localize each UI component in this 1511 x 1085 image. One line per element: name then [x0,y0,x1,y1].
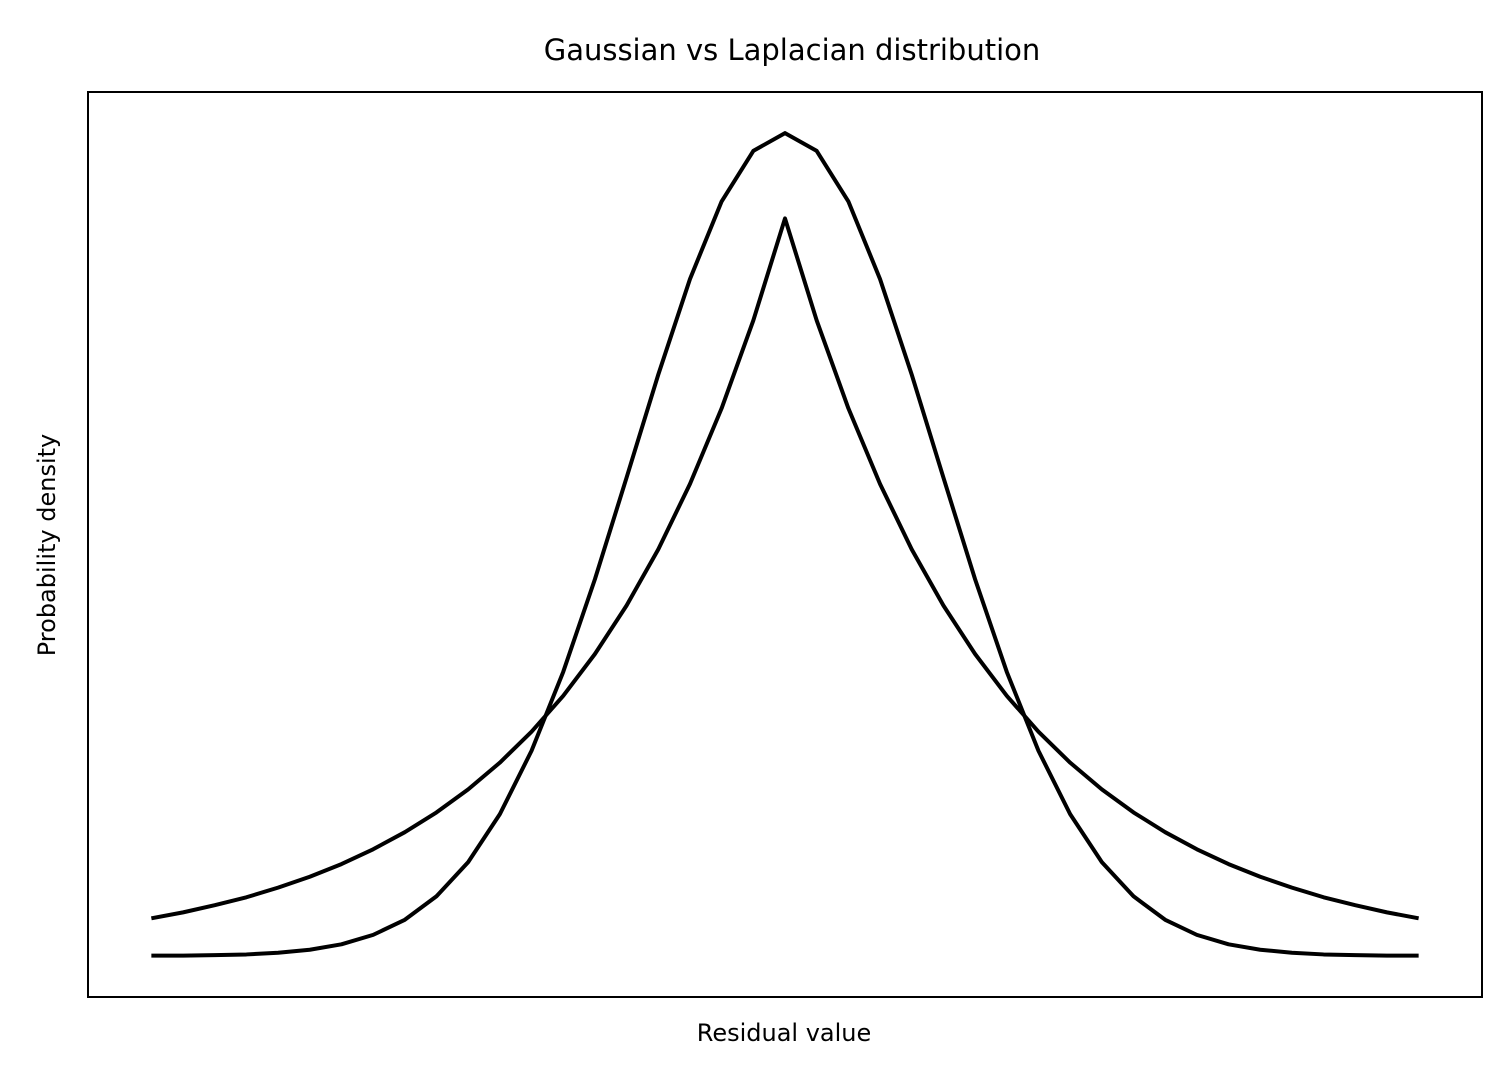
chart-title: Gaussian vs Laplacian distribution [544,33,1041,67]
series-line [151,131,1419,958]
plot-frame [87,91,1483,998]
series-line [150,216,1420,921]
y-axis-label: Probability density [33,434,61,657]
x-axis-label: Residual value [697,1019,872,1047]
